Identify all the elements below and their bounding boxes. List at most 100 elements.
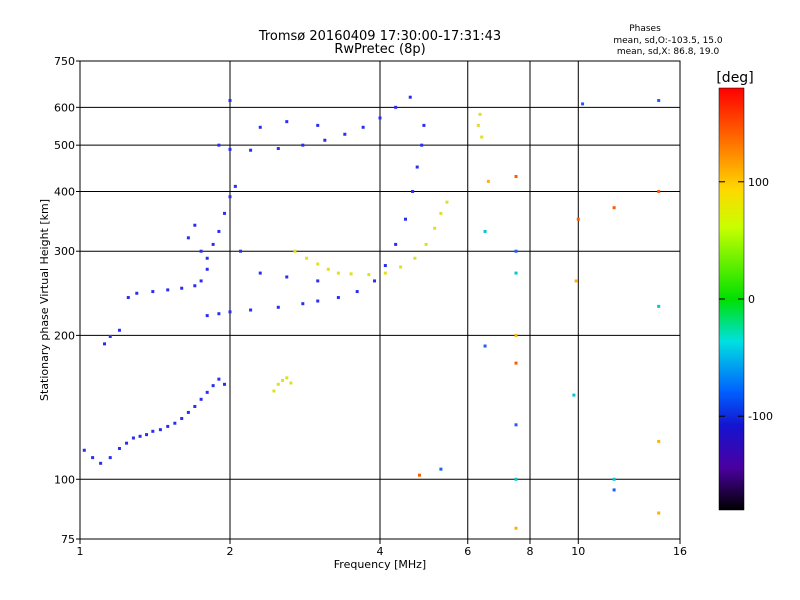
data-point	[82, 448, 86, 452]
data-point	[439, 467, 443, 471]
data-point	[151, 429, 155, 433]
y-tick-label: 300	[54, 245, 75, 258]
data-point	[186, 236, 190, 240]
colorbar-label: [deg]	[716, 70, 753, 86]
data-point	[228, 195, 232, 199]
data-point	[514, 477, 518, 481]
colorbar-ticks: 100 0 -100	[719, 176, 773, 423]
data-point	[316, 262, 320, 266]
data-point	[483, 344, 487, 348]
data-point	[249, 148, 253, 152]
data-point	[166, 288, 170, 292]
data-point	[285, 120, 289, 124]
data-point	[657, 511, 661, 515]
data-points	[82, 95, 661, 530]
data-point	[151, 290, 155, 294]
data-point	[91, 456, 95, 460]
data-point	[272, 389, 276, 393]
data-point	[223, 382, 227, 386]
x-tick-label: 6	[464, 545, 471, 558]
data-point	[612, 206, 616, 210]
data-point	[420, 143, 424, 147]
data-point	[514, 526, 518, 530]
data-point	[301, 302, 305, 306]
data-point	[103, 342, 107, 346]
data-point	[486, 179, 490, 183]
data-point	[413, 256, 417, 260]
colorbar-tick-label: -100	[748, 410, 773, 423]
y-axis-label: Stationary phase Virtual Height [km]	[38, 199, 51, 401]
data-point	[228, 147, 232, 151]
data-point	[126, 296, 130, 300]
data-point	[574, 279, 578, 283]
data-point	[233, 184, 237, 188]
data-point	[417, 473, 421, 477]
data-point	[217, 143, 221, 147]
data-point	[135, 291, 139, 295]
data-point	[394, 242, 398, 246]
data-point	[108, 456, 112, 460]
data-point	[657, 304, 661, 308]
data-point	[439, 211, 443, 215]
data-point	[657, 99, 661, 103]
data-point	[205, 314, 209, 318]
data-point	[383, 264, 387, 268]
data-point	[205, 256, 209, 260]
data-point	[657, 189, 661, 193]
data-point	[422, 123, 426, 127]
y-tick-label: 600	[54, 101, 75, 114]
data-point	[445, 200, 449, 204]
data-point	[239, 249, 243, 253]
data-point	[355, 290, 359, 294]
data-point	[514, 423, 518, 427]
data-point	[205, 267, 209, 271]
data-point	[383, 271, 387, 275]
y-tick-label: 100	[54, 473, 75, 486]
axis-ticks: 1 2 4 6 8 10 16 750 600 500 400 300 200 100 75	[54, 55, 687, 558]
data-point	[228, 310, 232, 314]
data-point	[199, 397, 203, 401]
data-point	[249, 308, 253, 312]
x-tick-label: 1	[77, 545, 84, 558]
data-point	[199, 249, 203, 253]
data-point	[108, 334, 112, 338]
data-point	[158, 428, 162, 432]
data-point	[316, 299, 320, 303]
data-point	[276, 305, 280, 309]
y-tick-label: 75	[61, 533, 75, 546]
y-tick-label: 400	[54, 185, 75, 198]
data-point	[301, 143, 305, 147]
data-point	[415, 165, 419, 169]
colorbar-tick-label: 100	[748, 176, 769, 189]
data-point	[378, 116, 382, 120]
data-point	[258, 271, 262, 275]
data-point	[483, 229, 487, 233]
data-point	[514, 333, 518, 337]
data-point	[572, 393, 576, 397]
data-point	[193, 284, 197, 288]
data-point	[125, 441, 129, 445]
data-point	[476, 123, 480, 127]
data-point	[514, 174, 518, 178]
data-point	[373, 279, 377, 283]
data-point	[394, 105, 398, 109]
data-point	[433, 226, 437, 230]
data-point	[612, 477, 616, 481]
data-point	[323, 138, 327, 142]
phases-line-x: mean, sd,X: 86.8, 19.0	[617, 47, 720, 57]
data-point	[193, 404, 197, 408]
grid-lines	[80, 61, 680, 539]
x-axis-label: Frequency [MHz]	[334, 558, 426, 571]
data-point	[326, 267, 330, 271]
data-point	[276, 382, 280, 386]
data-point	[480, 135, 484, 139]
data-point	[305, 256, 309, 260]
data-point	[166, 424, 170, 428]
data-point	[399, 265, 403, 269]
data-point	[289, 381, 293, 385]
data-point	[403, 217, 407, 221]
data-point	[217, 312, 221, 316]
data-point	[276, 147, 280, 151]
data-point	[336, 296, 340, 300]
